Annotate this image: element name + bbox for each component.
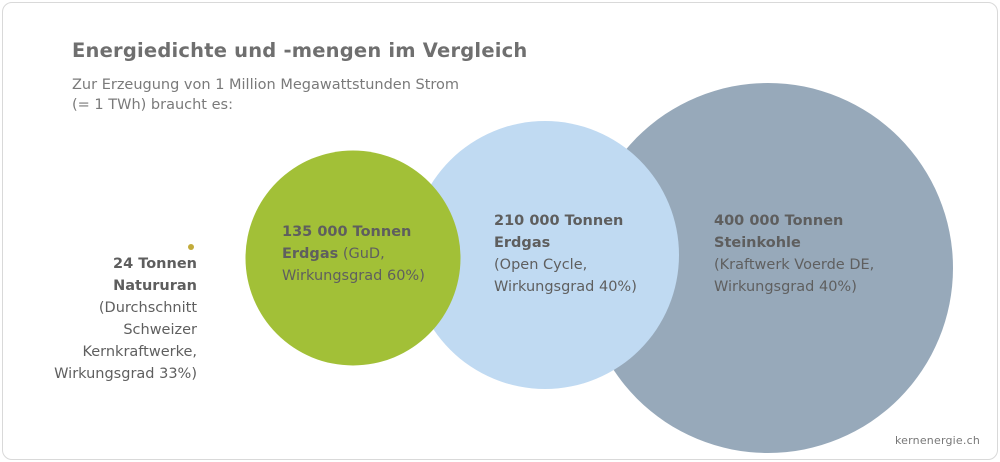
natururan-amount: 24 Tonnen	[113, 256, 197, 272]
label-natururan: 24 Tonnen Natururan (Durchschnitt Schwei…	[54, 253, 197, 385]
erdgas-oc-amount: 210 000 Tonnen	[494, 213, 624, 229]
natururan-material: Natururan	[113, 278, 197, 294]
erdgas-gud-material-line: Erdgas (GuD,	[282, 243, 425, 265]
natururan-note-1: (Durchschnitt	[98, 300, 197, 316]
steinkohle-note-1: (Kraftwerk Voerde DE,	[714, 257, 875, 273]
steinkohle-material: Steinkohle	[714, 235, 801, 251]
label-steinkohle: 400 000 Tonnen Steinkohle (Kraftwerk Voe…	[714, 210, 874, 298]
chart-subtitle: Zur Erzeugung von 1 Million Megawattstun…	[72, 75, 459, 115]
bubble-natururan	[188, 244, 194, 250]
bubble-steinkohle	[583, 83, 953, 453]
erdgas-gud-amount: 135 000 Tonnen	[282, 224, 412, 240]
source-label: kernenergie.ch	[894, 434, 980, 447]
erdgas-oc-note-2: Wirkungsgrad 40%)	[494, 279, 637, 295]
steinkohle-amount: 400 000 Tonnen	[714, 213, 844, 229]
label-erdgas-gud: 135 000 Tonnen Erdgas (GuD, Wirkungsgrad…	[282, 221, 425, 287]
bubble-erdgas-gud	[245, 150, 461, 366]
natururan-note-3: Kernkraftwerke,	[82, 344, 197, 360]
chart-title: Energiedichte und -mengen im Vergleich	[72, 39, 528, 62]
bubble-chart	[188, 83, 953, 453]
subtitle-line-2: (= 1 TWh) braucht es:	[72, 97, 233, 113]
natururan-note-2: Schweizer	[123, 322, 197, 338]
natururan-note-4: Wirkungsgrad 33%)	[54, 366, 197, 382]
erdgas-gud-material-note: (GuD,	[338, 246, 385, 262]
erdgas-gud-material: Erdgas	[282, 246, 339, 262]
erdgas-oc-material: Erdgas	[494, 235, 551, 251]
bubble-erdgas-open-cycle	[411, 121, 679, 389]
label-erdgas-open-cycle: 210 000 Tonnen Erdgas (Open Cycle, Wirku…	[494, 210, 637, 298]
erdgas-gud-note-1: Wirkungsgrad 60%)	[282, 268, 425, 284]
steinkohle-note-2: Wirkungsgrad 40%)	[714, 279, 857, 295]
subtitle-line-1: Zur Erzeugung von 1 Million Megawattstun…	[72, 77, 460, 93]
erdgas-oc-note-1: (Open Cycle,	[494, 257, 588, 273]
